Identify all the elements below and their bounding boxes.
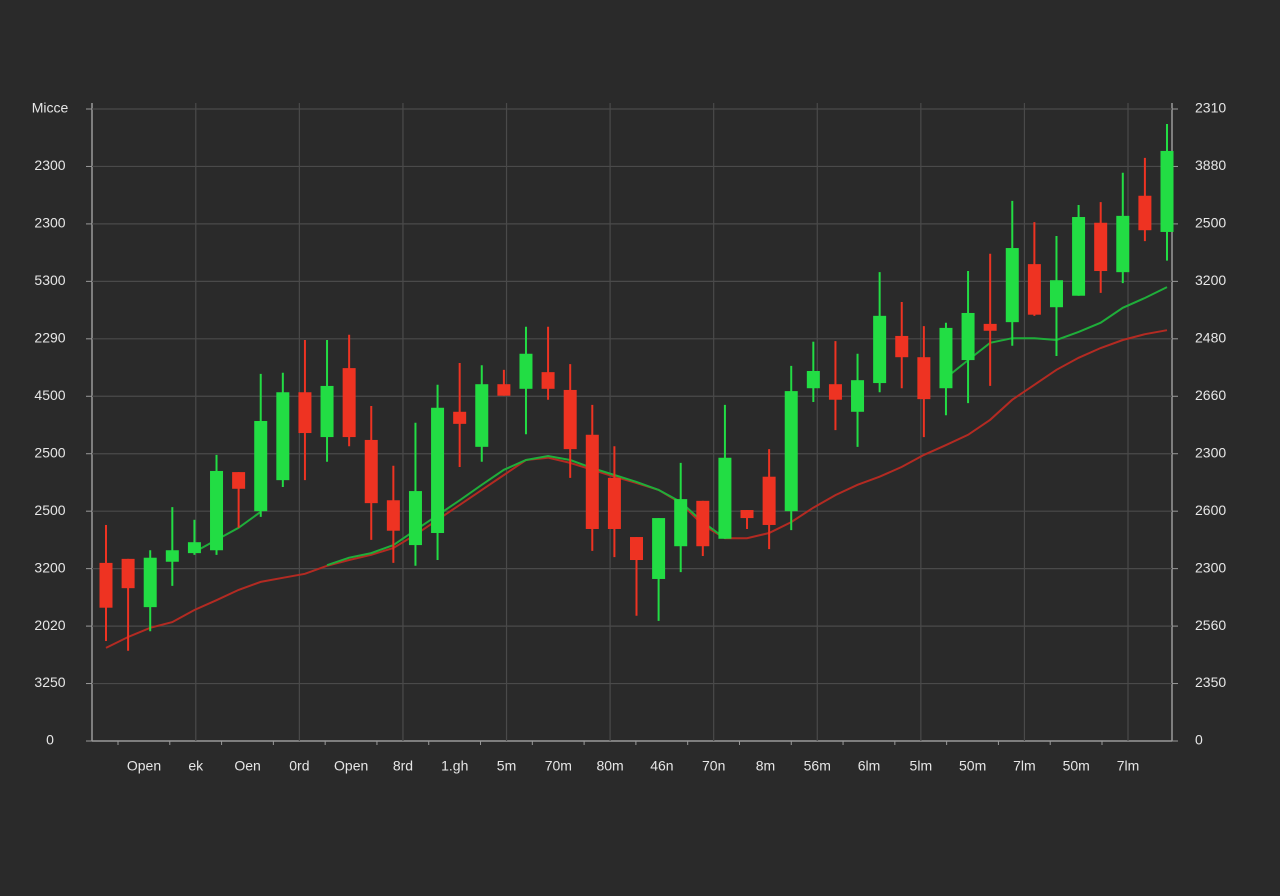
candle-body — [652, 518, 666, 579]
candle-body — [1116, 215, 1130, 273]
y-tick-label: 2290 — [34, 330, 65, 346]
candle-body — [1072, 217, 1086, 296]
y-tick-label: 2020 — [34, 617, 65, 633]
candle-body — [784, 391, 798, 512]
candle-body — [1049, 280, 1063, 308]
x-tick-label: 56m — [804, 758, 831, 774]
x-tick-label: 46n — [650, 758, 673, 774]
x-tick-label: 8m — [756, 758, 775, 774]
y2-tick-label: 3880 — [1195, 157, 1226, 173]
y-tick-label: 3200 — [34, 559, 65, 575]
candle-body — [828, 384, 842, 400]
candle-body — [1027, 264, 1041, 315]
candle-body — [1094, 222, 1108, 272]
y2-tick-label: 2660 — [1195, 387, 1226, 403]
x-tick-label: 50m — [1063, 758, 1090, 774]
moving-average-line — [105, 329, 1168, 649]
y-tick-label: 2300 — [34, 157, 65, 173]
x-tick-label: 70n — [702, 758, 725, 774]
candle-body — [210, 470, 224, 551]
candle-body — [895, 335, 909, 358]
candle-body — [320, 385, 334, 438]
x-tick-label: 70m — [545, 758, 572, 774]
x-tick-label: Oen — [234, 758, 260, 774]
y-tick-label: 2300 — [34, 215, 65, 231]
candle-body — [408, 491, 422, 546]
y-tick-label: 4500 — [34, 387, 65, 403]
y-tick-label: 3250 — [34, 674, 65, 690]
x-tick-label: 7lm — [1117, 758, 1140, 774]
y2-tick-label: 0 — [1195, 732, 1203, 748]
x-tick-label: 50m — [959, 758, 986, 774]
candle-body — [851, 380, 865, 412]
x-tick-label: 7lm — [1013, 758, 1036, 774]
candle-body — [342, 368, 356, 438]
candle-body — [607, 477, 621, 529]
x-tick-label: ek — [188, 758, 204, 774]
x-tick-label: 80m — [596, 758, 623, 774]
x-tick-label: 5lm — [910, 758, 933, 774]
candle-body — [453, 411, 467, 424]
y2-tick-label: 2350 — [1195, 674, 1226, 690]
candle-body — [519, 353, 533, 389]
candle-body — [762, 476, 776, 525]
candle-body — [1160, 150, 1174, 232]
x-tick-label: 8rd — [393, 758, 413, 774]
x-tick-label: Open — [334, 758, 368, 774]
candle-body — [497, 384, 511, 396]
candle-body — [961, 312, 975, 361]
candle-body — [1138, 195, 1152, 231]
candle-body — [1005, 248, 1019, 323]
candle-body — [630, 537, 643, 561]
candle-body — [873, 315, 887, 384]
candle-body — [806, 370, 820, 389]
y-tick-label: 2500 — [34, 502, 65, 518]
x-tick-label: Open — [127, 758, 161, 774]
candle-body — [187, 542, 201, 554]
candle-body — [232, 472, 246, 489]
x-tick-label: 1.gh — [441, 758, 468, 774]
x-tick-label: 6lm — [858, 758, 881, 774]
x-tick-label: 5m — [497, 758, 516, 774]
candle-body — [165, 550, 179, 562]
candle-body — [563, 389, 577, 450]
candle-body — [541, 372, 555, 389]
y2-tick-label: 2480 — [1195, 330, 1226, 346]
candle-body — [696, 500, 710, 547]
y2-tick-label: 2560 — [1195, 617, 1226, 633]
y-tick-label: Micce — [32, 100, 69, 116]
y-tick-label: 0 — [46, 732, 54, 748]
y2-tick-label: 2600 — [1195, 502, 1226, 518]
y2-tick-label: 2300 — [1195, 444, 1226, 460]
candle-body — [718, 457, 732, 539]
y2-tick-label: 2300 — [1195, 559, 1226, 575]
candle-body — [917, 357, 931, 400]
candle-body — [740, 510, 754, 519]
candle-body — [585, 434, 599, 529]
candle-body — [939, 327, 953, 389]
y-tick-label: 2500 — [34, 444, 65, 460]
candle-body — [298, 392, 312, 434]
candle-body — [276, 392, 290, 481]
y2-tick-label: 3200 — [1195, 272, 1226, 288]
candle-body — [143, 557, 157, 608]
y-tick-label: 5300 — [34, 272, 65, 288]
candle-body — [99, 562, 113, 608]
candle-body — [254, 420, 268, 512]
candle-body — [386, 500, 400, 531]
candle-body — [364, 439, 378, 504]
candle-body — [475, 384, 489, 447]
candle-body — [674, 499, 688, 547]
y2-tick-label: 2310 — [1195, 100, 1226, 116]
y2-tick-label: 2500 — [1195, 215, 1226, 231]
x-tick-label: 0rd — [289, 758, 309, 774]
candle-body — [121, 558, 135, 589]
candle-body — [983, 323, 997, 331]
candle-body — [431, 407, 445, 534]
